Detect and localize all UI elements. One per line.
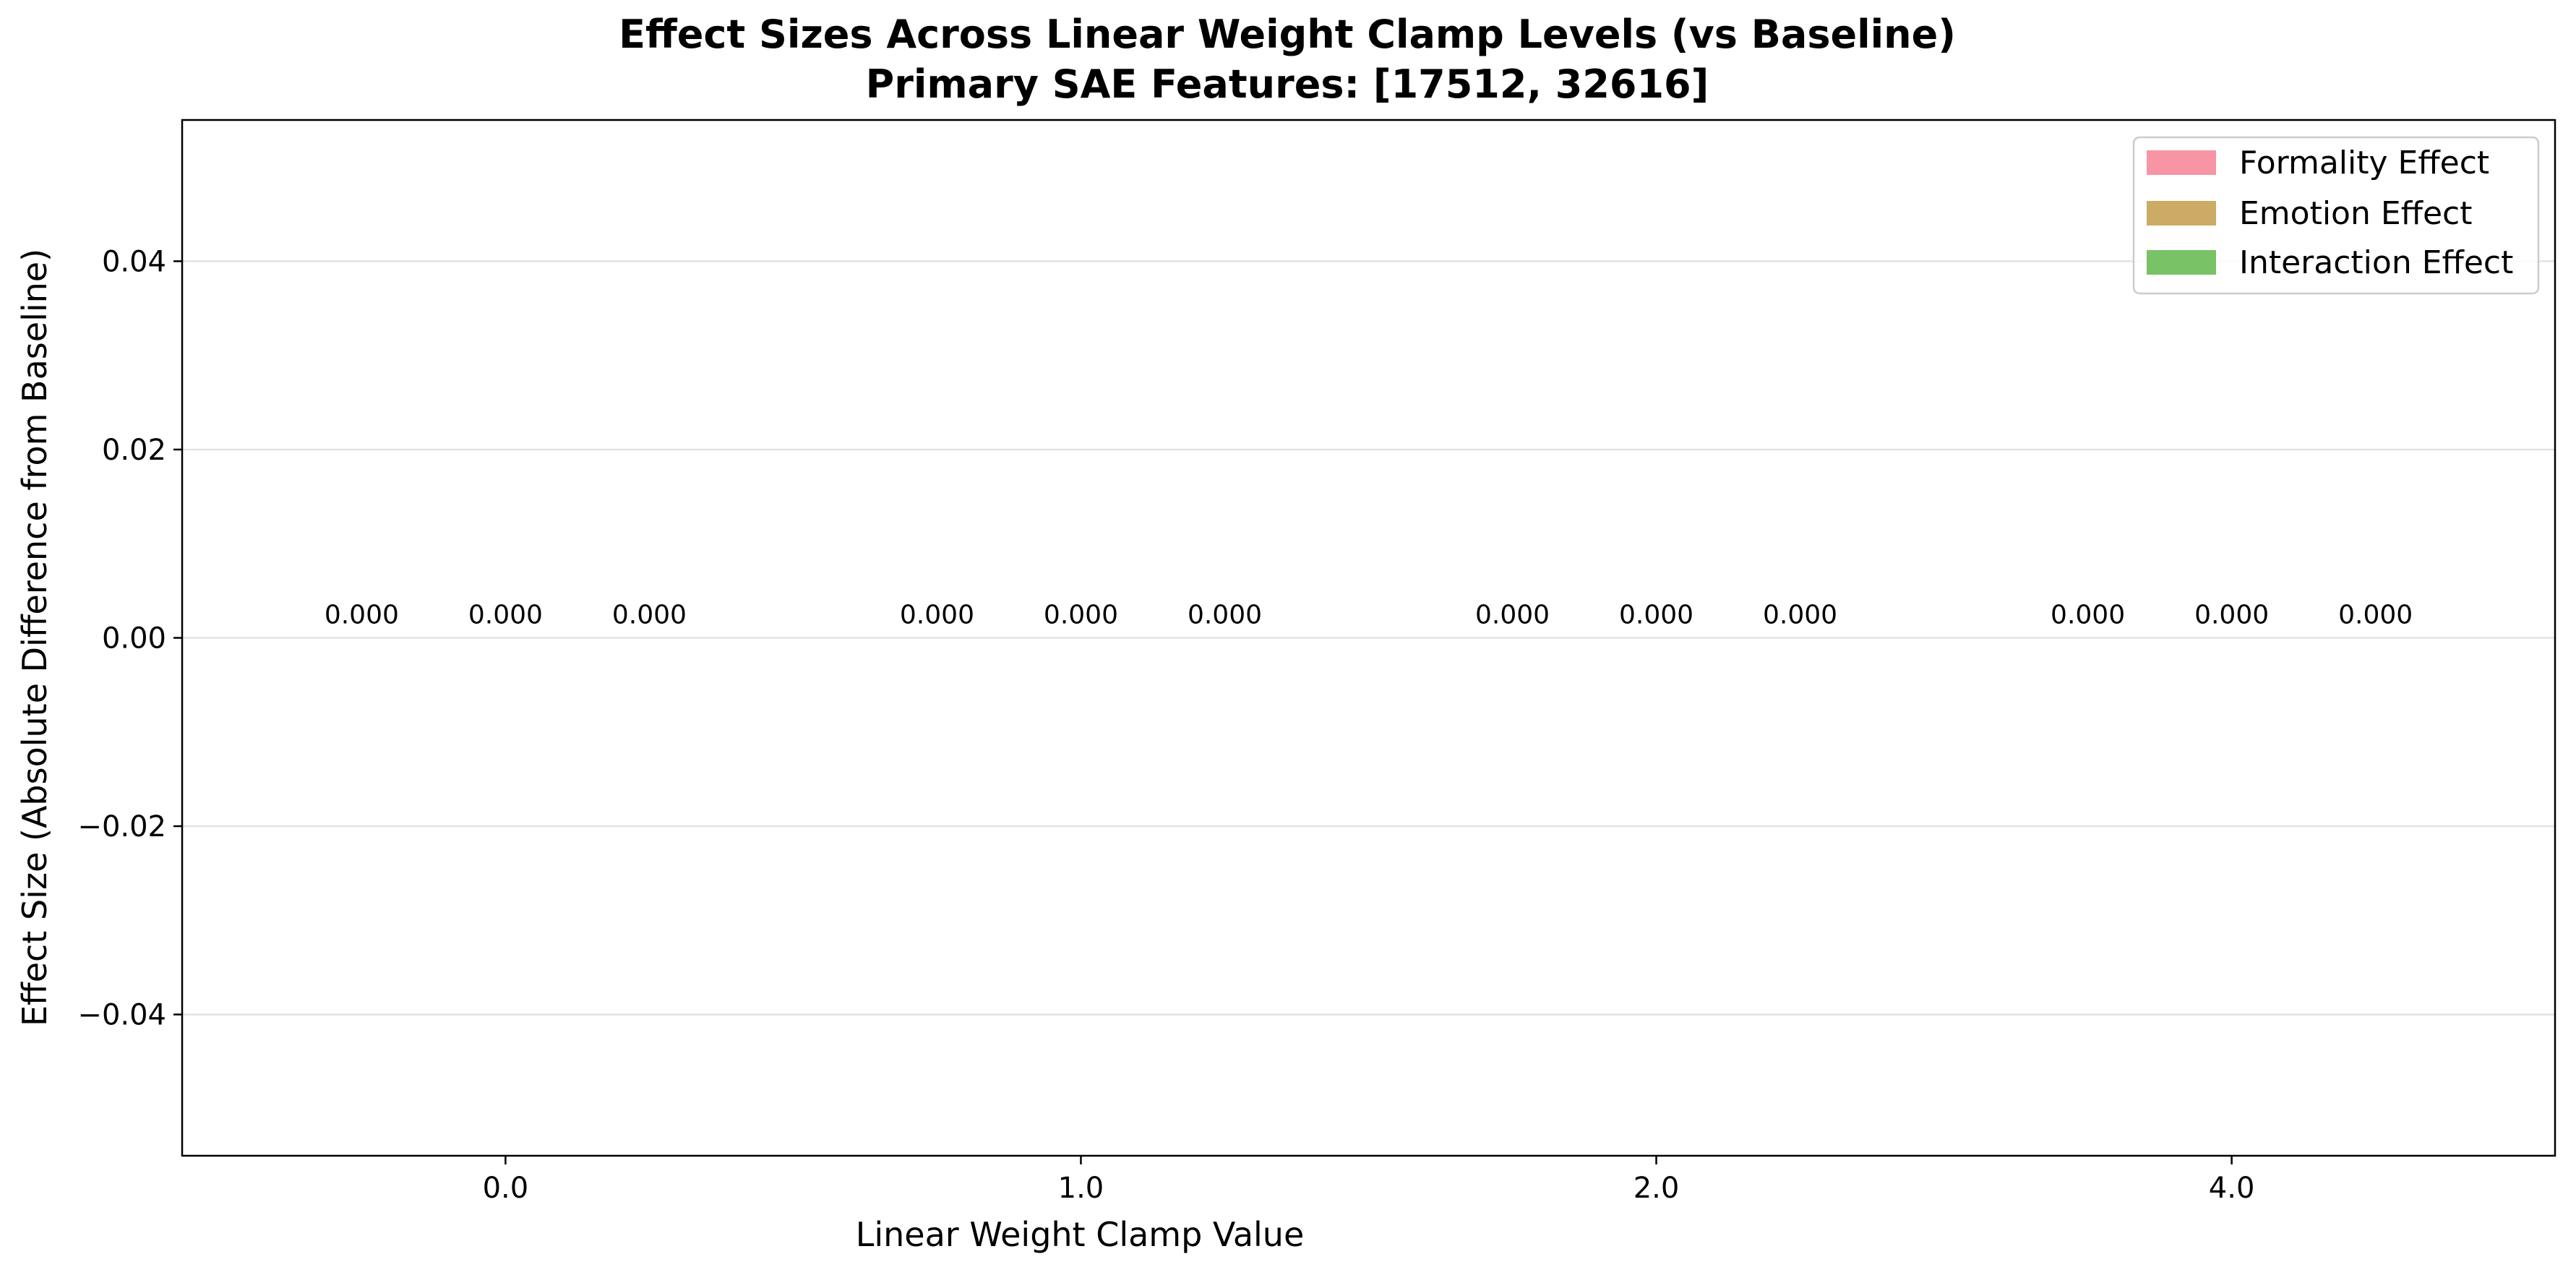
bar-value-label: 0.000 <box>468 601 543 630</box>
chart-subtitle: Primary SAE Features: [17512, 32616] <box>866 61 1709 107</box>
y-tick-label: −0.04 <box>77 999 166 1032</box>
x-tick-label: 4.0 <box>2209 1172 2255 1205</box>
bar-value-label: 0.000 <box>1475 601 1550 630</box>
legend-swatch-emotion <box>2147 201 2216 226</box>
chart-title: Effect Sizes Across Linear Weight Clamp … <box>619 12 1956 57</box>
x-tick-label: 0.0 <box>483 1172 529 1205</box>
bar-value-label: 0.000 <box>325 601 399 630</box>
grid-lines <box>182 260 2555 1016</box>
bar-value-label: 0.000 <box>612 601 687 630</box>
x-tick-label: 2.0 <box>1633 1172 1680 1205</box>
bar-value-label: 0.000 <box>1763 601 1837 630</box>
legend-label-interaction: Interaction Effect <box>2239 244 2513 281</box>
bar-value-label: 0.000 <box>2051 601 2125 630</box>
y-tick-label: 0.02 <box>102 434 166 467</box>
legend-box <box>2132 136 2540 295</box>
bar-value-label: 0.000 <box>1044 601 1118 630</box>
bar-value-label: 0.000 <box>2338 601 2413 630</box>
y-axis-ticks: −0.04 −0.02 0.00 0.02 0.04 <box>77 245 182 1032</box>
bar-value-label: 0.000 <box>2194 601 2269 630</box>
y-axis-label: Effect Size (Absolute Difference from Ba… <box>15 249 54 1026</box>
y-tick-label: 0.00 <box>102 622 166 656</box>
bar-value-label: 0.000 <box>900 601 974 630</box>
data-labels: 0.000 0.000 0.000 0.000 0.000 0.000 0.000 0.000… <box>325 601 2413 630</box>
x-axis-label: Linear Weight Clamp Value <box>856 1215 1305 1254</box>
legend: Formality Effect Emotion Effect Interact… <box>2132 136 2540 295</box>
legend-swatch-formality <box>2147 150 2216 175</box>
legend-label-formality: Formality Effect <box>2239 145 2489 181</box>
bar-value-label: 0.000 <box>1188 601 1262 630</box>
legend-label-emotion: Emotion Effect <box>2239 195 2472 232</box>
x-tick-label: 1.0 <box>1058 1172 1104 1205</box>
y-tick-label: 0.04 <box>102 245 166 278</box>
bar-value-label: 0.000 <box>1619 601 1693 630</box>
x-axis-ticks: 0.0 1.0 2.0 4.0 <box>483 1156 2255 1205</box>
legend-swatch-interaction <box>2147 250 2216 275</box>
y-tick-label: −0.02 <box>77 810 166 843</box>
